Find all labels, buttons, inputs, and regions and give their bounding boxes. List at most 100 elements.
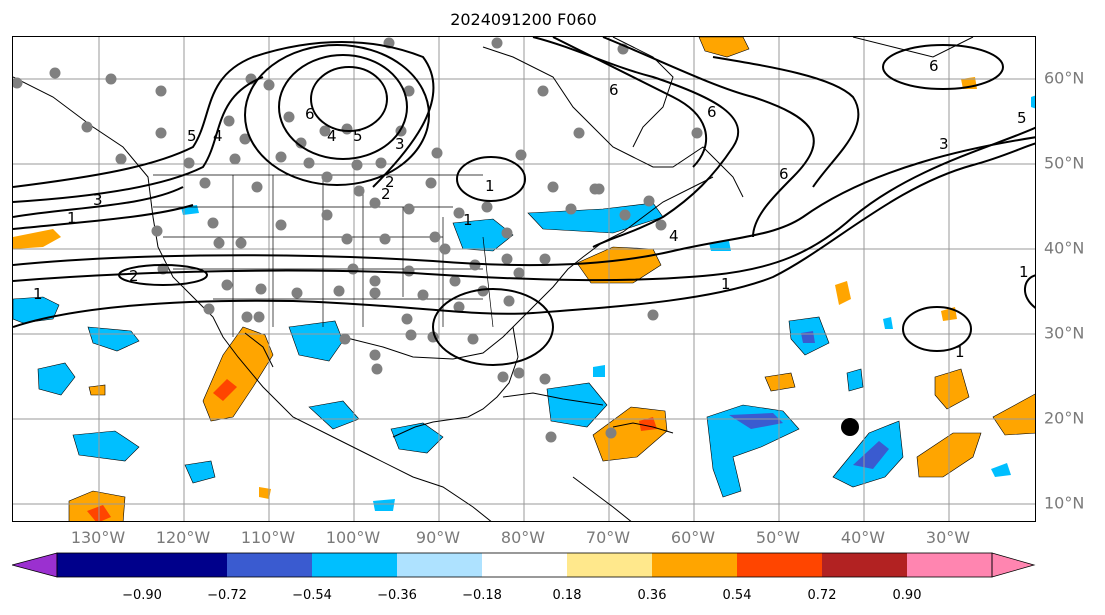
shade-orange-mid — [835, 281, 851, 305]
longitude-label: 100°W — [325, 528, 381, 547]
latitude-label: 40°N — [1044, 238, 1085, 258]
colorbar-tick-label: −0.90 — [122, 588, 162, 603]
shade-orange-nw — [13, 229, 61, 249]
colorbar-segment — [907, 553, 992, 577]
contour-label: 1 — [463, 211, 473, 229]
colorbar-tick-label: 0.36 — [637, 588, 667, 603]
shade-blue-west — [13, 296, 60, 324]
shade-blue-pac1 — [37, 362, 76, 396]
longitude-label: 60°W — [670, 528, 716, 547]
colorbar-tick-label: 0.90 — [892, 588, 922, 603]
colorbar-segment — [482, 553, 567, 577]
colorbar-tick-label: 0.72 — [807, 588, 837, 603]
longitude-label: 40°W — [840, 528, 886, 547]
colorbar-segment — [397, 553, 482, 577]
contour-closed-gl — [456, 156, 526, 202]
contour-label: 4 — [213, 127, 223, 145]
contour-label: 6 — [609, 81, 619, 99]
contour-label: 2 — [385, 173, 395, 191]
colorbar-segment — [57, 553, 142, 577]
shade-red-baja — [213, 379, 237, 401]
contour-closed-gulf — [432, 288, 554, 366]
contour-label: 1 — [485, 177, 495, 195]
longitude-label: 50°W — [755, 528, 801, 547]
state-borders — [153, 174, 494, 337]
colorbar — [12, 552, 1036, 578]
contour-label: 1 — [67, 209, 77, 227]
shade-blue-trop1-dk — [729, 413, 783, 429]
latitude-label: 50°N — [1044, 153, 1085, 173]
contour-label: 6 — [779, 165, 789, 183]
shade-blue-trop1 — [706, 404, 800, 498]
map-canvas: 1 2 3 4 5 6 1 2 1 3 5 6 1 4 6 3 1 6 1 1 … — [13, 37, 1035, 521]
colorbar-segment — [312, 553, 397, 577]
shade-blue-greatlakes — [452, 218, 514, 252]
longitude-label: 80°W — [500, 528, 546, 547]
colorbar-segment — [822, 553, 907, 577]
contour-closed-ne — [882, 44, 1004, 90]
contour-low-center — [310, 66, 388, 132]
colorbar-segment — [567, 553, 652, 577]
shade-orange-carib — [592, 406, 668, 462]
contour-low-ring3 — [244, 44, 430, 186]
shade-blue-tiny2 — [883, 317, 893, 329]
contour-label: 2 — [381, 185, 391, 203]
latitude-label: 20°N — [1044, 408, 1085, 428]
shade-blue-ne2 — [1031, 95, 1035, 109]
colorbar-tick-label: 0.18 — [552, 588, 582, 603]
shade-blue-pac2 — [87, 326, 140, 352]
contour-closed-atl — [902, 306, 972, 352]
graticule — [13, 37, 1035, 521]
shade-orange-pac — [88, 384, 106, 396]
latitude-label: 30°N — [1044, 323, 1085, 343]
contour-label: 6 — [929, 57, 939, 75]
contour-label-group: 1 2 3 4 5 6 1 2 1 3 5 6 1 4 6 3 1 6 1 1 … — [33, 57, 1029, 361]
map-title: 2024091200 F060 — [450, 10, 597, 29]
contour-label: 4 — [327, 127, 337, 145]
contour-label: 1 — [955, 343, 965, 361]
contour-label: 2 — [129, 267, 139, 285]
contour-lines — [13, 37, 1035, 366]
shade-orange-top — [698, 37, 750, 58]
shade-orange-pac-s — [68, 490, 126, 521]
shade-orange-atl2 — [764, 372, 796, 392]
longitude-label: 70°W — [585, 528, 631, 547]
shade-blue-mex2 — [308, 400, 360, 430]
shade-blue-atl2 — [846, 368, 864, 392]
shade-blue-gulf — [390, 422, 444, 454]
shade-orange-east — [992, 393, 1035, 436]
colorbar-tick-label: −0.36 — [377, 588, 417, 603]
colorbar-extend-right — [991, 552, 1036, 578]
shade-orange-atl4 — [934, 368, 970, 410]
shade-blue-mex — [288, 320, 344, 362]
colorbar-tick-label: −0.54 — [292, 588, 332, 603]
contour-label: 6 — [707, 103, 717, 121]
contour-label: 1 — [33, 285, 43, 303]
station-dots — [13, 37, 703, 443]
colorbar-tick-label: −0.72 — [207, 588, 247, 603]
longitude-label: 90°W — [415, 528, 461, 547]
longitude-label: 120°W — [155, 528, 211, 547]
shade-blue-central — [184, 460, 216, 484]
shade-blue-carib — [546, 382, 608, 428]
contour-label: 6 — [305, 105, 315, 123]
longitude-label: 30°W — [925, 528, 971, 547]
contour-low-ring2 — [278, 54, 408, 160]
colorbar-extend-left — [12, 552, 58, 578]
colorbar-tick-label: −0.18 — [462, 588, 502, 603]
colorbar-tick-label: 0.54 — [722, 588, 752, 603]
shade-orange-atl — [576, 246, 662, 284]
longitude-label: 130°W — [70, 528, 126, 547]
shade-blue-pac3 — [72, 430, 140, 462]
colorbar-segment — [142, 553, 227, 577]
shade-blue-carib2 — [593, 365, 605, 377]
shade-blue-atl1-dk — [801, 331, 815, 343]
colorbar-segment — [652, 553, 737, 577]
colorbar-segment — [737, 553, 822, 577]
contour-label: 5 — [353, 127, 363, 145]
contour-label: 3 — [395, 135, 405, 153]
shade-orange-small — [259, 487, 271, 499]
contour-label: 1 — [1019, 263, 1029, 281]
shade-blue-east — [991, 463, 1011, 477]
shade-red-carib — [639, 417, 657, 431]
